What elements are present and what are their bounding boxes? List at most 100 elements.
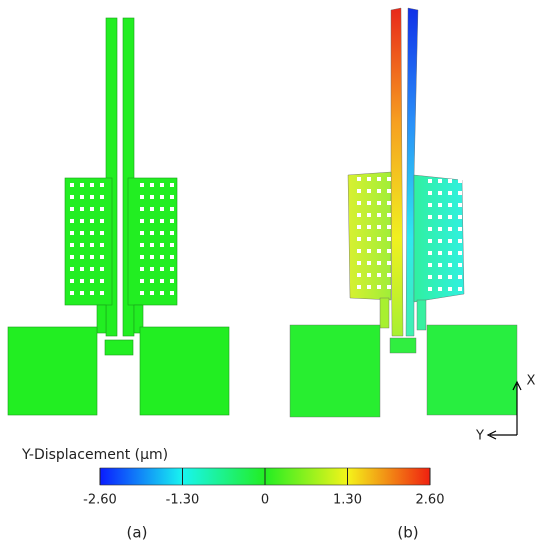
hole: [438, 179, 442, 183]
hole: [90, 219, 94, 223]
hole: [448, 203, 452, 207]
hole: [367, 285, 371, 289]
hole: [438, 191, 442, 195]
hole: [170, 291, 174, 295]
hole: [377, 285, 381, 289]
panel-b-device: [289, 7, 518, 418]
hole: [387, 237, 391, 241]
hole: [140, 219, 144, 223]
hole: [150, 219, 154, 223]
hole: [377, 201, 381, 205]
hole: [70, 279, 74, 283]
hole: [160, 219, 164, 223]
hole: [458, 227, 462, 231]
hole: [100, 183, 104, 187]
hole: [170, 255, 174, 259]
hole: [100, 219, 104, 223]
hole: [150, 231, 154, 235]
hole: [150, 255, 154, 259]
hole: [140, 243, 144, 247]
hole: [140, 267, 144, 271]
hole: [357, 177, 361, 181]
hole: [387, 249, 391, 253]
hole: [428, 239, 432, 243]
hole: [100, 231, 104, 235]
colorbar-tick-label: -1.30: [166, 493, 200, 508]
hole: [448, 275, 452, 279]
hole: [160, 267, 164, 271]
hole: [377, 213, 381, 217]
hole: [428, 263, 432, 267]
hole: [438, 203, 442, 207]
hole: [367, 225, 371, 229]
panel-label: (a): [127, 524, 148, 542]
hole: [438, 227, 442, 231]
hole: [438, 215, 442, 219]
hole: [357, 213, 361, 217]
hole: [170, 231, 174, 235]
hole: [140, 255, 144, 259]
hole: [70, 291, 74, 295]
hole: [448, 179, 452, 183]
hole: [160, 195, 164, 199]
hole: [357, 225, 361, 229]
hole: [80, 219, 84, 223]
hole: [100, 267, 104, 271]
hole: [458, 215, 462, 219]
axis-indicator: [486, 380, 522, 440]
hole: [458, 239, 462, 243]
hole: [448, 215, 452, 219]
hole: [100, 255, 104, 259]
hole: [448, 239, 452, 243]
hole: [357, 261, 361, 265]
hole: [160, 243, 164, 247]
hole: [80, 291, 84, 295]
hole: [160, 207, 164, 211]
panel-a-device: [7, 17, 230, 416]
hole: [170, 207, 174, 211]
hole: [70, 243, 74, 247]
hole: [428, 191, 432, 195]
hole: [387, 285, 391, 289]
hole: [150, 207, 154, 211]
hole: [70, 183, 74, 187]
hole: [80, 279, 84, 283]
colorbar-tick-label: 2.60: [416, 493, 445, 508]
hole: [367, 273, 371, 277]
hole: [357, 189, 361, 193]
hole: [150, 195, 154, 199]
hole: [90, 267, 94, 271]
hole: [377, 261, 381, 265]
hole: [100, 243, 104, 247]
hole: [70, 207, 74, 211]
colorbar-title: Y-Displacement (μm): [21, 447, 168, 463]
hole: [160, 231, 164, 235]
hole: [367, 237, 371, 241]
hole: [438, 287, 442, 291]
hole: [387, 225, 391, 229]
hole: [458, 251, 462, 255]
hole: [80, 243, 84, 247]
colorbar-tick-label: 1.30: [333, 493, 362, 508]
hole: [150, 183, 154, 187]
hole: [90, 195, 94, 199]
hole: [170, 279, 174, 283]
hole: [438, 251, 442, 255]
hole: [438, 275, 442, 279]
hole: [100, 291, 104, 295]
hole: [140, 279, 144, 283]
hole: [70, 255, 74, 259]
hole: [140, 195, 144, 199]
hole: [90, 207, 94, 211]
hole: [387, 201, 391, 205]
hole: [80, 207, 84, 211]
hole: [70, 231, 74, 235]
hole: [387, 261, 391, 265]
hole: [160, 279, 164, 283]
hole: [90, 279, 94, 283]
hole: [367, 201, 371, 205]
hole: [90, 243, 94, 247]
hole: [357, 273, 361, 277]
hole: [160, 255, 164, 259]
hole: [80, 255, 84, 259]
